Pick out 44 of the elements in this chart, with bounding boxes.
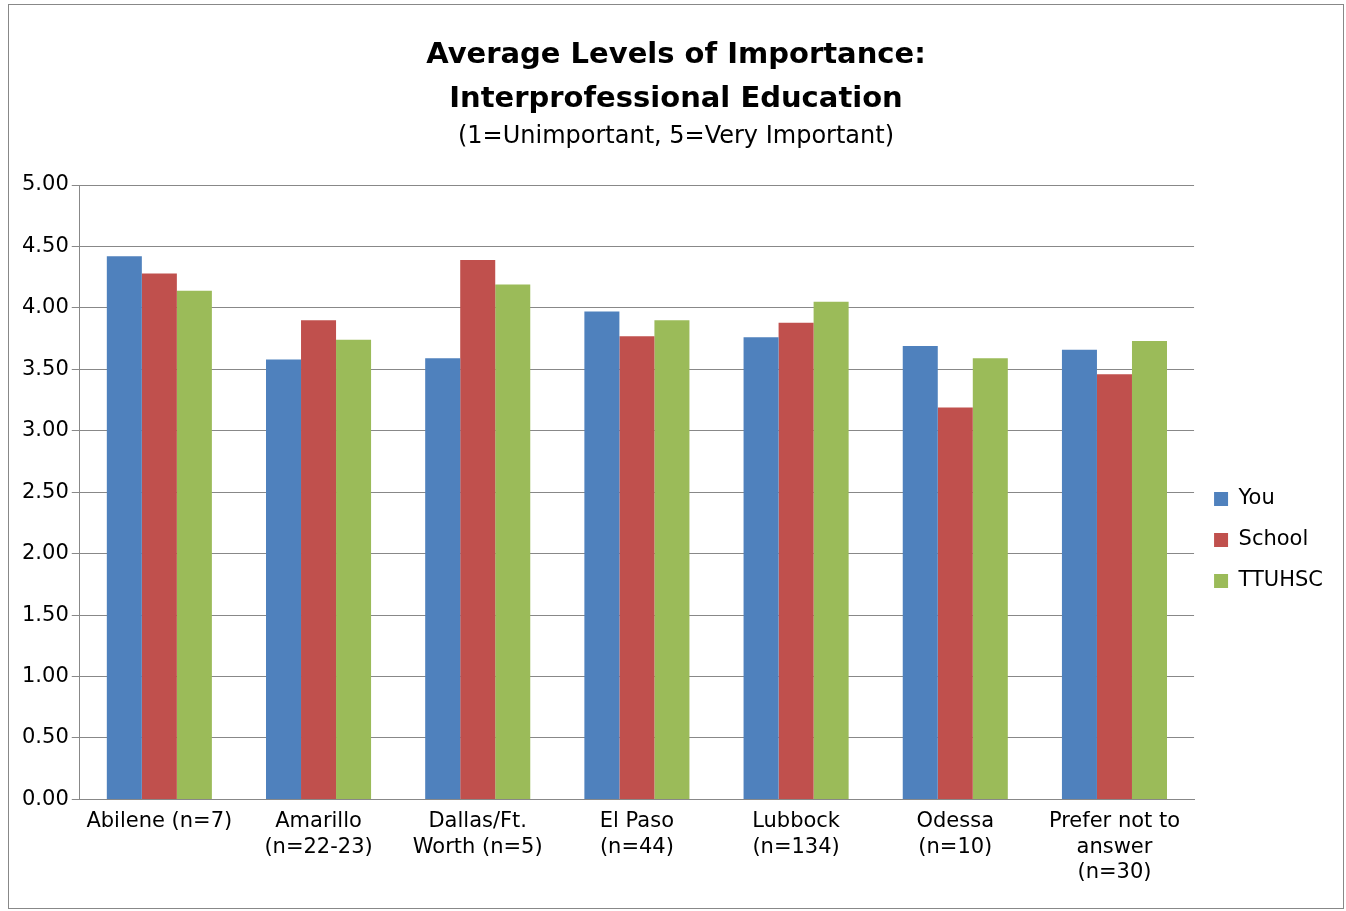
legend-label: TTUHSC [1237, 567, 1324, 592]
bar [301, 320, 337, 799]
y-tick-label: 4.50 [21, 232, 69, 257]
bar [778, 322, 814, 799]
bar [813, 301, 849, 799]
bar [266, 359, 302, 799]
x-tick-label: Lubbock (n=134) [752, 808, 841, 858]
y-tick-label: 1.50 [21, 601, 69, 626]
bar [654, 320, 690, 799]
bar [937, 407, 973, 799]
y-tick-label: 3.00 [21, 417, 69, 442]
y-tick-label: 2.00 [21, 540, 69, 565]
bar [1131, 341, 1167, 799]
x-tick-label: Abilene (n=7) [86, 808, 233, 833]
bar [972, 358, 1008, 799]
bar [1096, 374, 1132, 799]
bar [1061, 349, 1097, 799]
y-tick-label: 2.50 [21, 478, 69, 503]
x-tick-label: Odessa (n=10) [916, 808, 995, 858]
chart-title: Average Levels of Importance: Interprofessional Education [425, 35, 927, 116]
legend-label: You [1237, 485, 1275, 510]
x-tick-label: Amarillo (n=22-23) [264, 808, 373, 858]
legend-label: School [1238, 526, 1309, 551]
bar [141, 273, 177, 799]
bar [106, 256, 142, 799]
bar [743, 337, 779, 799]
y-tick-label: 0.00 [21, 785, 69, 810]
y-tick-label: 3.50 [21, 355, 69, 380]
bar [425, 358, 461, 799]
bar [619, 336, 655, 799]
bar [495, 284, 531, 799]
y-tick-label: 0.50 [21, 724, 69, 749]
x-tick-label: El Paso (n=44) [599, 808, 674, 858]
bar [460, 259, 496, 799]
y-tick-label: 5.00 [21, 171, 69, 196]
x-tick-label: Prefer not to answer (n=30) [1048, 808, 1181, 883]
chart-subtitle: (1=Unimportant, 5=Very Important) [456, 121, 896, 149]
bar [176, 290, 212, 799]
x-tick-label: Dallas/Ft. Worth (n=5) [412, 808, 543, 858]
bar [584, 311, 620, 799]
y-tick-label: 4.00 [21, 294, 69, 319]
bar [336, 339, 372, 799]
bar [902, 345, 938, 799]
y-tick-label: 1.00 [21, 662, 69, 687]
